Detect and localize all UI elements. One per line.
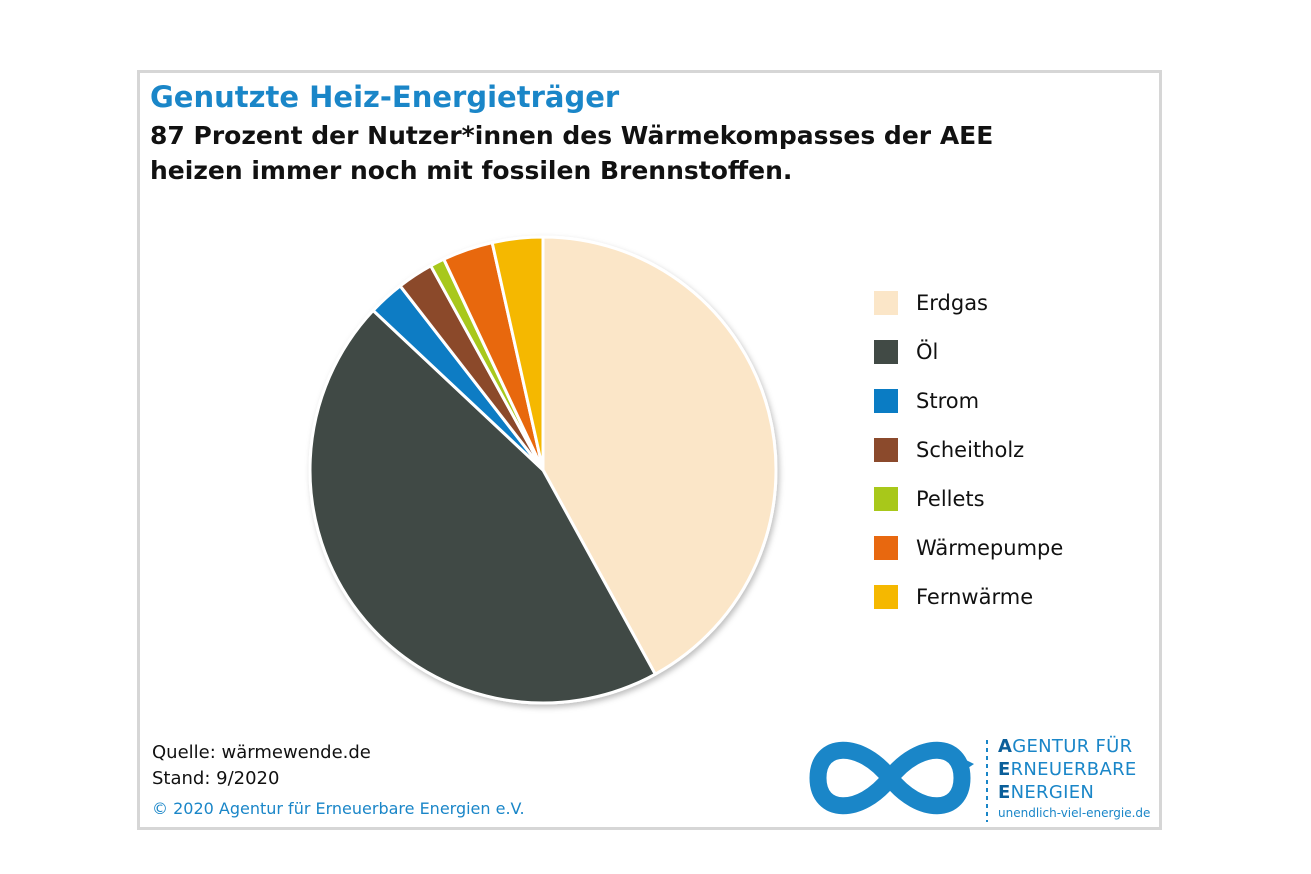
pie-slice	[308, 309, 657, 705]
pie-slice	[490, 235, 545, 472]
legend-label: Öl	[916, 339, 938, 364]
logo-url: unendlich-viel-energie.de	[998, 806, 1151, 820]
chart-subtitle: 87 Prozent der Nutzer*innen des Wärmekom…	[150, 121, 994, 185]
legend-swatch	[874, 291, 898, 315]
legend-label: Fernwärme	[916, 585, 1033, 609]
date: Stand: 9/2020	[152, 768, 280, 789]
legend-label: Wärmepumpe	[916, 536, 1063, 560]
source: Quelle: wärmewende.de	[152, 742, 371, 763]
legend-label: Strom	[916, 389, 979, 413]
legend: Erdgas Öl Strom Scheitholz Pellets Wärmepumpe…	[874, 291, 1063, 609]
legend-label: Scheitholz	[916, 438, 1024, 462]
legend-swatch	[874, 438, 898, 462]
chart-title: Genutzte Heiz-Energieträger	[150, 80, 620, 114]
pie-slice	[541, 235, 778, 676]
legend-swatch	[874, 340, 898, 364]
legend-swatch	[874, 536, 898, 560]
logo-symbol	[809, 741, 971, 815]
legend-swatch	[874, 585, 898, 609]
copyright: © 2020 Agentur für Erneuerbare Energien …	[152, 799, 525, 818]
pie	[308, 235, 778, 705]
legend-swatch	[874, 487, 898, 511]
logo-text: AGENTUR FÜR	[998, 736, 1133, 757]
legend-label: Pellets	[916, 487, 985, 511]
logo-arrow	[962, 758, 974, 772]
legend-swatch	[874, 389, 898, 413]
legend-label: Erdgas	[916, 291, 988, 315]
logo-text: ENERGIEN	[998, 782, 1095, 803]
logo-text: ERNEUERBARE	[998, 759, 1137, 780]
